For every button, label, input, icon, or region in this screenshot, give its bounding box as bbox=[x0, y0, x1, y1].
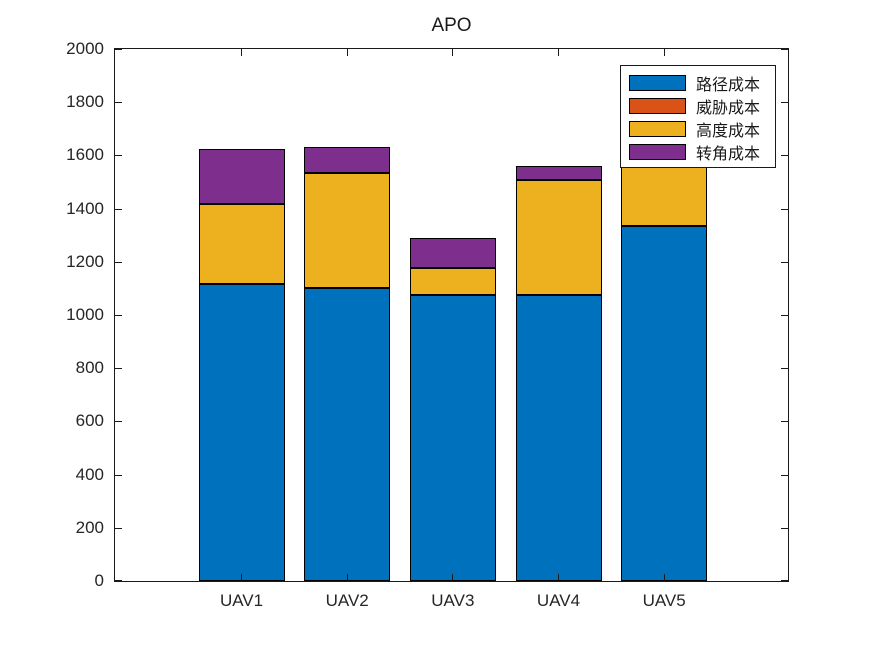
x-tick-bottom bbox=[452, 574, 454, 581]
bar-segment-uav1 bbox=[198, 149, 285, 204]
y-tick-right bbox=[781, 49, 788, 50]
y-tick-label: 1200 bbox=[66, 251, 104, 271]
x-tick-label: UAV5 bbox=[642, 591, 686, 610]
y-tick-right bbox=[781, 421, 788, 423]
legend-item: 路径成本 bbox=[621, 71, 775, 94]
y-tick-label: 1800 bbox=[66, 92, 104, 112]
y-tick-left bbox=[115, 368, 122, 370]
y-tick-label: 400 bbox=[75, 464, 104, 484]
legend-swatch-icon bbox=[629, 120, 686, 137]
y-tick-left bbox=[115, 208, 122, 210]
bar-segment-uav1 bbox=[198, 203, 285, 285]
y-tick-label: 0 bbox=[94, 571, 104, 590]
bar-segment-uav5 bbox=[621, 226, 708, 581]
y-tick-label: 2000 bbox=[66, 39, 104, 58]
bar-segment-uav2 bbox=[304, 146, 391, 174]
y-tick-label: 800 bbox=[75, 358, 104, 378]
y-tick-left bbox=[115, 155, 122, 157]
bar-segment-uav2 bbox=[304, 288, 391, 581]
chart-title: APO bbox=[431, 15, 472, 36]
y-tick-left bbox=[115, 315, 122, 316]
bar-segment-uav3 bbox=[409, 237, 496, 269]
bar-segment-uav4 bbox=[515, 165, 602, 181]
bar-segment-uav4 bbox=[515, 180, 602, 296]
legend-swatch-icon bbox=[629, 74, 686, 91]
y-tick-right bbox=[781, 580, 788, 581]
bar-segment-uav2 bbox=[304, 173, 391, 289]
x-tick-bottom bbox=[663, 574, 665, 581]
x-tick-bottom bbox=[558, 574, 559, 581]
x-tick-label: UAV2 bbox=[325, 591, 369, 610]
legend-item-label: 路径成本 bbox=[696, 76, 761, 94]
x-tick-label: UAV3 bbox=[431, 591, 475, 610]
legend-swatch-icon bbox=[629, 97, 686, 114]
x-tick-label: UAV4 bbox=[536, 591, 581, 610]
x-tick-top bbox=[241, 49, 243, 56]
y-tick-label: 200 bbox=[75, 517, 104, 537]
y-tick-left bbox=[115, 421, 122, 423]
x-tick-bottom bbox=[346, 574, 348, 581]
y-tick-right bbox=[781, 527, 788, 529]
x-tick-top bbox=[663, 49, 665, 56]
y-tick-left bbox=[115, 527, 122, 529]
bar-segment-uav1 bbox=[198, 284, 285, 581]
y-tick-left bbox=[115, 49, 122, 50]
y-tick-left bbox=[115, 474, 122, 476]
legend-item: 高度成本 bbox=[621, 117, 775, 140]
y-tick-label: 1600 bbox=[66, 145, 104, 165]
x-tick-top bbox=[452, 49, 454, 56]
legend-swatch-icon bbox=[629, 143, 686, 160]
bar-segment-uav3 bbox=[409, 294, 496, 581]
legend-item-label: 威胁成本 bbox=[696, 99, 761, 117]
y-tick-right bbox=[781, 155, 788, 157]
legend-box: 路径成本威胁成本高度成本转角成本 bbox=[620, 65, 776, 168]
legend-item: 转角成本 bbox=[621, 140, 775, 163]
legend-item-label: 高度成本 bbox=[696, 122, 761, 140]
x-tick-top bbox=[558, 49, 559, 56]
y-tick-left bbox=[115, 261, 122, 263]
y-tick-left bbox=[115, 580, 122, 581]
x-tick-bottom bbox=[241, 574, 243, 581]
y-tick-right bbox=[781, 368, 788, 370]
x-tick-label: UAV1 bbox=[219, 591, 264, 610]
y-tick-left bbox=[115, 102, 122, 104]
legend-item-label: 转角成本 bbox=[696, 145, 761, 163]
y-tick-label: 1000 bbox=[66, 305, 104, 324]
legend-item: 威胁成本 bbox=[621, 94, 775, 117]
y-tick-right bbox=[781, 208, 788, 210]
bar-segment-uav4 bbox=[515, 295, 602, 581]
y-tick-right bbox=[781, 474, 788, 476]
y-tick-label: 1400 bbox=[66, 198, 104, 218]
bar-segment-uav3 bbox=[409, 268, 496, 295]
y-tick-label: 600 bbox=[75, 411, 104, 431]
y-tick-right bbox=[781, 102, 788, 104]
x-tick-top bbox=[346, 49, 348, 56]
y-tick-right bbox=[781, 315, 788, 316]
y-tick-right bbox=[781, 261, 788, 263]
